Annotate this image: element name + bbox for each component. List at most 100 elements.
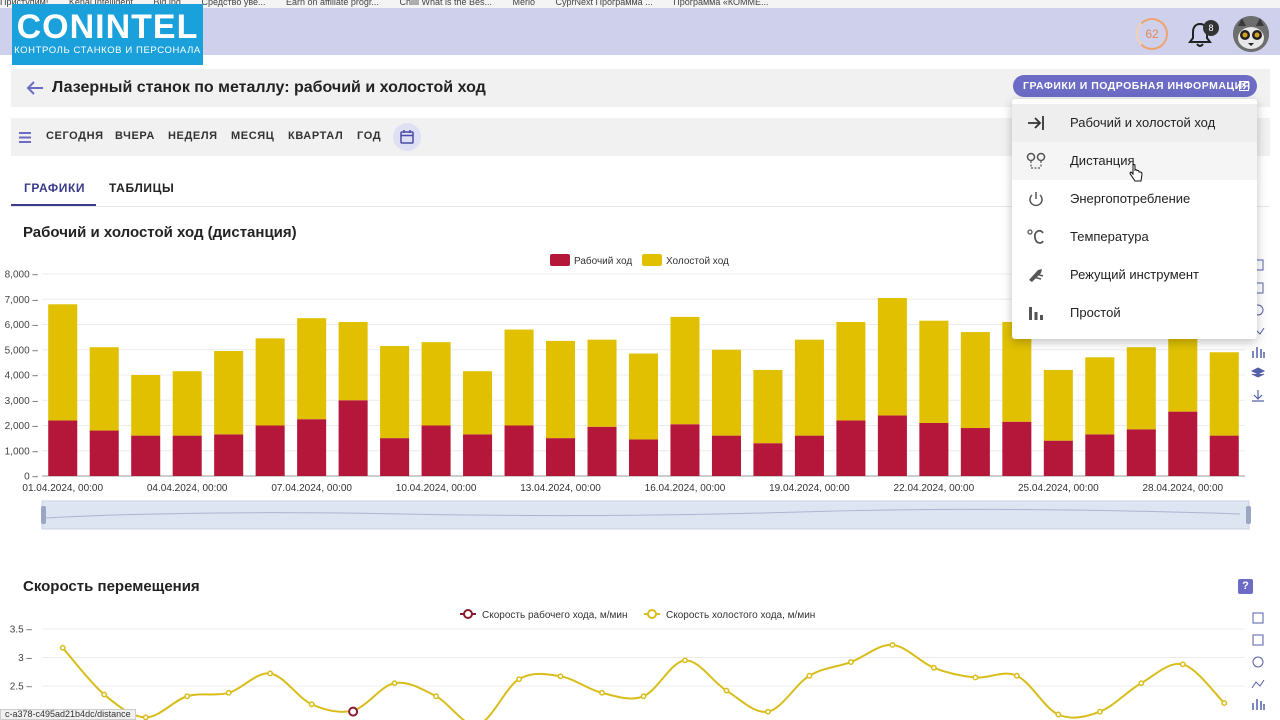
browser-bookmarks-bar: Приступим! Kenai Intelligent Big.jpg Сре… xyxy=(0,0,1280,8)
menu-item-work-idle[interactable]: Рабочий и холостой ход xyxy=(1012,104,1257,142)
period-quarter[interactable]: КВАРТАЛ xyxy=(288,130,344,142)
bar-work xyxy=(463,434,493,476)
line-idle-point xyxy=(1179,661,1186,668)
line-idle-point xyxy=(1055,711,1062,718)
bar-work xyxy=(172,435,202,476)
line-idle-speed xyxy=(61,643,1225,720)
charts-info-menu-button[interactable]: ГРАФИКИ И ПОДРОБНАЯ ИНФОРМАЦИЯ × xyxy=(1013,75,1257,97)
close-icon[interactable]: × xyxy=(1239,81,1249,91)
y-tick-label: 3 – xyxy=(18,653,32,664)
menu-item-label: Дистанция xyxy=(1070,153,1135,168)
menu-item-label: Режущий инструмент xyxy=(1070,267,1199,282)
line-idle-point xyxy=(308,701,315,708)
bar-idle xyxy=(1085,357,1115,435)
menu-item-cutting-tool[interactable]: Режущий инструмент xyxy=(1012,256,1257,294)
list-icon[interactable] xyxy=(19,132,31,143)
data-zoom-handle-left xyxy=(41,506,46,524)
bar-work xyxy=(1085,434,1115,476)
bar-work xyxy=(1043,440,1073,476)
line-type-icon[interactable] xyxy=(1251,679,1265,689)
bar-idle xyxy=(1043,369,1073,441)
line-chart: 2.5 – 3 – 3.5 – Скорость рабочего хода, м/м… xyxy=(10,609,1245,720)
bar-work xyxy=(1002,421,1032,476)
bookmark-item[interactable]: Программа «КОММЕ... xyxy=(673,0,769,7)
bookmark-item[interactable]: Earn on affiliate progr... xyxy=(286,0,379,7)
bar-work xyxy=(1209,435,1239,476)
bookmark-item[interactable]: Merlo xyxy=(512,0,536,7)
bar-type-icon[interactable] xyxy=(1252,347,1265,358)
period-yesterday[interactable]: ВЧЕРА xyxy=(115,130,155,142)
period-today[interactable]: СЕГОДНЯ xyxy=(46,130,104,142)
menu-item-label: Простой xyxy=(1070,305,1121,320)
bar-work xyxy=(421,425,451,476)
line-idle-point xyxy=(599,689,605,696)
bar-work xyxy=(89,430,119,476)
line-idle-point xyxy=(1138,680,1145,687)
tab-tables[interactable]: ТАБЛИЦЫ xyxy=(109,181,175,195)
menu-item-downtime[interactable]: Простой xyxy=(1012,294,1257,332)
x-tick-label: 13.04.2024, 00:00 xyxy=(520,483,601,494)
bar-work xyxy=(214,434,244,476)
bar-work xyxy=(836,420,866,476)
download-icon[interactable] xyxy=(1252,390,1264,402)
stack-icon[interactable] xyxy=(1250,367,1266,378)
bar-idle xyxy=(214,351,244,435)
line-idle-point xyxy=(972,674,979,681)
menu-item-energy[interactable]: Энергопотребление xyxy=(1012,180,1257,218)
period-year[interactable]: ГОД xyxy=(357,130,382,142)
bar-idle xyxy=(1126,347,1156,430)
menu-item-label: Рабочий и холостой ход xyxy=(1070,115,1216,130)
restore-icon[interactable] xyxy=(1252,656,1264,668)
bar-idle xyxy=(753,369,783,444)
y-tick-label: 3,000 – xyxy=(5,396,39,407)
arrow-left-icon[interactable] xyxy=(25,79,45,97)
avatar[interactable] xyxy=(1233,16,1269,52)
tab-graphs[interactable]: ГРАФИКИ xyxy=(24,181,86,195)
help-icon[interactable]: ? xyxy=(1238,579,1253,594)
x-tick-label: 25.04.2024, 00:00 xyxy=(1018,483,1099,494)
legend-swatch xyxy=(550,254,570,266)
x-tick-label: 19.04.2024, 00:00 xyxy=(769,483,850,494)
bar-work xyxy=(670,424,700,476)
conintel-logo[interactable]: CONINTEL КОНТРОЛЬ СТАНКОВ И ПЕРСОНАЛА xyxy=(12,4,203,65)
bar-work xyxy=(131,435,161,476)
bar-work xyxy=(546,438,576,476)
bar-idle xyxy=(380,345,410,439)
period-week[interactable]: НЕДЕЛЯ xyxy=(168,130,218,142)
bookmark-item[interactable]: Chilli What is the Bes... xyxy=(399,0,492,7)
zoom-icon[interactable] xyxy=(1252,612,1264,624)
bookmark-item[interactable]: Средство уве... xyxy=(201,0,266,7)
bar-work xyxy=(711,435,741,476)
bookmark-item[interactable]: Kenai Intelligent xyxy=(69,0,133,7)
bar-idle xyxy=(670,316,700,425)
menu-item-distance[interactable]: Дистанция xyxy=(1012,142,1257,182)
menu-item-label: Температура xyxy=(1070,229,1149,244)
legend-label: Рабочий ход xyxy=(574,255,632,267)
line-idle-point xyxy=(225,689,232,696)
y-tick-label: 8,000 – xyxy=(5,270,39,281)
score-indicator[interactable]: 62 xyxy=(1136,18,1168,50)
line-idle-point xyxy=(142,714,149,720)
x-tick-label: 04.04.2024, 00:00 xyxy=(147,483,228,494)
legend-marker xyxy=(647,609,657,619)
period-month[interactable]: МЕСЯЦ xyxy=(231,130,275,142)
bar-idle xyxy=(546,340,576,439)
line-idle-point xyxy=(433,693,440,700)
y-tick-label: 2.5 – xyxy=(10,682,33,693)
notification-badge: 8 xyxy=(1203,20,1219,36)
chart1-title: Рабочий и холостой ход (дистанция) xyxy=(23,224,297,241)
bookmark-item[interactable]: Приступим! xyxy=(0,0,48,7)
bar-work xyxy=(1168,411,1198,476)
line-idle-point xyxy=(557,673,564,680)
x-tick-label: 10.04.2024, 00:00 xyxy=(396,483,477,494)
zoom-reset-icon[interactable] xyxy=(1252,634,1264,646)
bar-type-icon[interactable] xyxy=(1252,699,1265,710)
bookmark-item[interactable]: CyprNext Программа ... xyxy=(555,0,653,7)
menu-item-temperature[interactable]: Температура xyxy=(1012,218,1257,256)
bookmark-item[interactable]: Big.jpg xyxy=(153,0,181,7)
calendar-button[interactable] xyxy=(393,123,421,151)
line-idle-point xyxy=(267,670,274,677)
bar-work xyxy=(794,435,824,476)
bar-work xyxy=(338,400,368,476)
